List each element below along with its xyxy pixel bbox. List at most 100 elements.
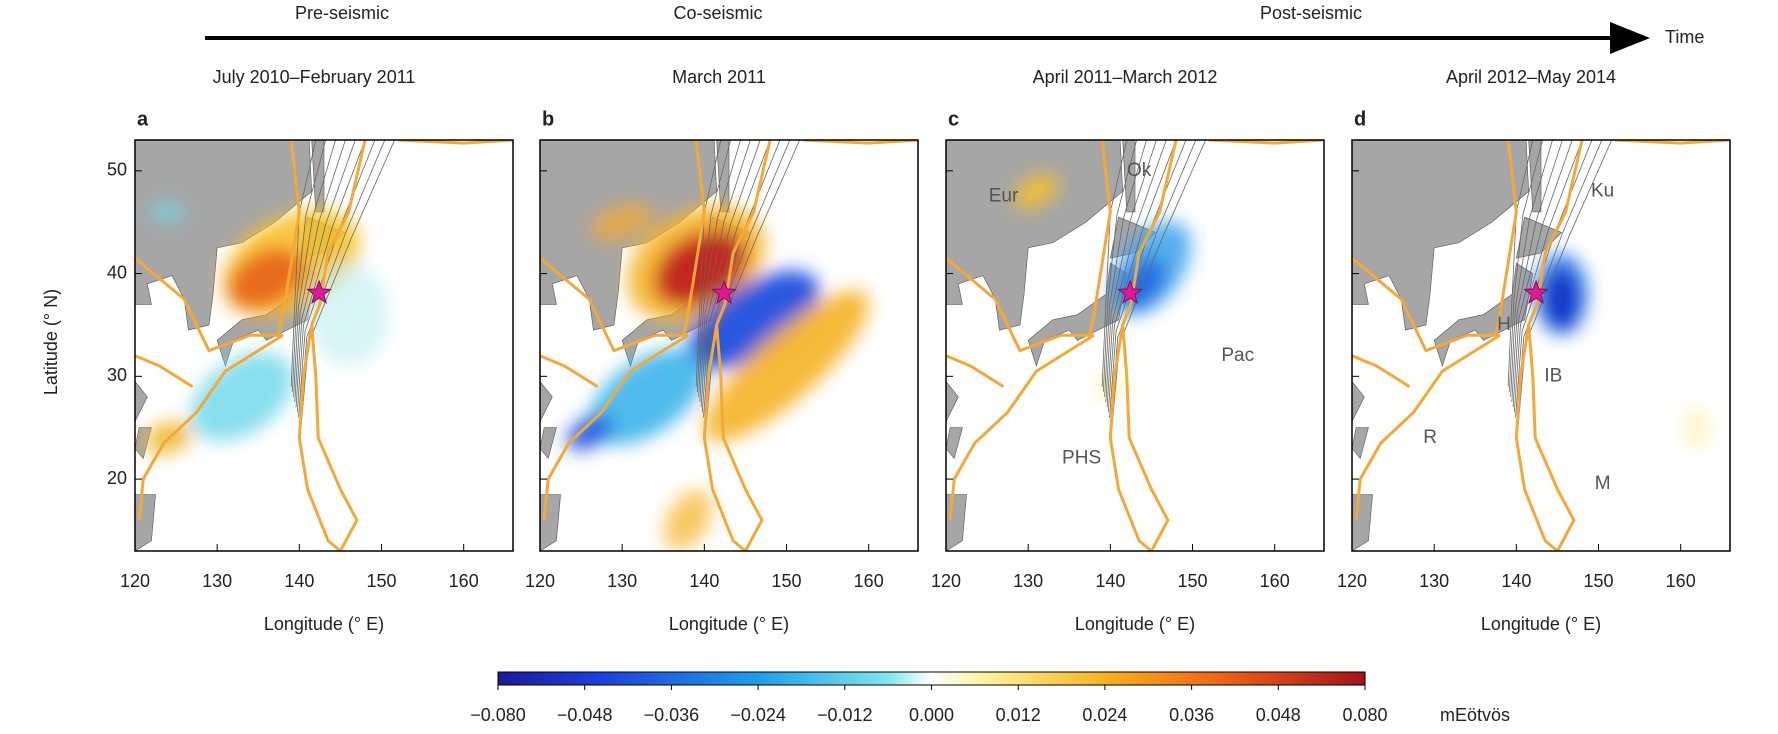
x-axis-label: Longitude (° E) xyxy=(264,614,384,634)
panel-letter: b xyxy=(542,108,554,130)
plate-boundary xyxy=(135,257,283,353)
plate-boundary xyxy=(137,333,284,521)
land xyxy=(946,140,1123,423)
x-tick-label: 120 xyxy=(931,571,961,591)
plate-boundary xyxy=(1208,140,1324,145)
phase-label: Co-seismic xyxy=(673,3,762,23)
anomaly-blob xyxy=(1013,173,1059,209)
x-tick-label: 150 xyxy=(366,571,396,591)
colorbar-unit: mEötvös xyxy=(1440,705,1510,725)
panel-period: March 2011 xyxy=(672,67,766,87)
place-label: Eur xyxy=(989,186,1019,207)
x-tick-label: 130 xyxy=(202,571,232,591)
plate-boundary xyxy=(1527,140,1584,551)
anomaly xyxy=(1535,253,1710,449)
plate-boundary xyxy=(540,257,688,353)
anomaly-blob xyxy=(663,489,713,551)
plate-boundary xyxy=(1354,333,1501,521)
x-tick-label: 130 xyxy=(1013,571,1043,591)
slab-contour xyxy=(699,140,751,403)
slab-contour xyxy=(293,140,336,397)
phase-label: Post-seismic xyxy=(1260,3,1362,23)
land xyxy=(1433,262,1534,368)
colorbar-tick-label: 0.024 xyxy=(1082,705,1127,725)
x-tick-label: 130 xyxy=(607,571,637,591)
plate-boundary xyxy=(397,140,513,145)
place-label: PHS xyxy=(1062,448,1101,469)
anomaly-blob xyxy=(688,270,820,369)
y-axis-label: Latitude (° N) xyxy=(41,289,61,395)
plate-boundary xyxy=(682,140,706,336)
land xyxy=(1352,140,1529,423)
colorbar-tick-label: −0.080 xyxy=(470,705,526,725)
slab-contour xyxy=(1102,140,1138,392)
colorbar-tick-label: 0.036 xyxy=(1169,705,1214,725)
slab-contour xyxy=(1508,140,1544,392)
x-axis-label: Longitude (° E) xyxy=(1481,614,1601,634)
plate-boundary xyxy=(702,324,747,551)
plate-boundary xyxy=(1494,140,1518,336)
place-label: Ku xyxy=(1591,180,1614,201)
slab-contour xyxy=(696,140,732,392)
place-label: IB xyxy=(1544,365,1562,386)
x-tick-label: 150 xyxy=(1177,571,1207,591)
slab-contour xyxy=(1107,140,1177,413)
place-label: M xyxy=(1595,473,1611,494)
colorbar-tick-label: 0.012 xyxy=(996,705,1041,725)
y-tick-label: 30 xyxy=(107,365,127,385)
panel-period: April 2012–May 2014 xyxy=(1446,67,1616,87)
colorbar-tick-label: −0.024 xyxy=(730,705,786,725)
slab-contour xyxy=(1512,140,1573,408)
x-tick-label: 140 xyxy=(689,571,719,591)
land xyxy=(1027,262,1128,368)
slab-contour xyxy=(1106,140,1167,408)
anomaly-blob xyxy=(190,352,294,442)
epicenter-star xyxy=(306,279,332,304)
slab-contour xyxy=(695,140,722,387)
plate-boundary xyxy=(297,324,342,551)
slab-contour xyxy=(703,140,781,418)
slab-contour xyxy=(1515,140,1593,418)
slab-contour xyxy=(701,140,771,413)
y-tick-label: 20 xyxy=(107,468,127,488)
y-tick-label: 40 xyxy=(107,262,127,282)
colorbar-tick-label: 0.048 xyxy=(1256,705,1301,725)
x-tick-label: 160 xyxy=(1666,571,1696,591)
panel-frame xyxy=(539,139,919,552)
colorbar-tick-label: 0.080 xyxy=(1342,705,1387,725)
colorbar xyxy=(497,671,1366,686)
panel-frame xyxy=(1351,139,1731,552)
plate-boundary xyxy=(946,354,1005,388)
slab-contour xyxy=(1101,140,1128,387)
plate-boundary xyxy=(310,140,367,551)
slab-contour xyxy=(1507,140,1534,387)
colorbar-tick-label: −0.012 xyxy=(817,705,873,725)
panel-frame xyxy=(945,139,1325,552)
land xyxy=(1352,427,1369,460)
land xyxy=(540,427,557,460)
anomaly-blob xyxy=(704,290,869,442)
panel-letter: a xyxy=(137,108,149,130)
slab-contour xyxy=(1513,140,1583,413)
panel-period: July 2010–February 2011 xyxy=(213,67,416,87)
slab-contour xyxy=(1511,140,1563,403)
phase-label: Pre-seismic xyxy=(295,3,389,23)
plate-boundary xyxy=(1514,324,1559,551)
slab-contour xyxy=(290,140,317,387)
slab-contour xyxy=(298,140,376,418)
anomaly xyxy=(566,203,869,551)
colorbar-tick-label: −0.036 xyxy=(644,705,700,725)
time-label: Time xyxy=(1665,27,1704,47)
plate-boundary xyxy=(948,333,1095,521)
plate-boundary xyxy=(1108,324,1153,551)
x-tick-label: 120 xyxy=(120,571,150,591)
y-tick-label: 50 xyxy=(107,160,127,180)
x-axis-label: Longitude (° E) xyxy=(669,614,789,634)
plate-boundary xyxy=(715,140,772,551)
map xyxy=(540,140,918,551)
plate-boundary xyxy=(1614,140,1730,145)
plate-boundary xyxy=(1121,140,1178,551)
colorbar-tick-label: −0.048 xyxy=(557,705,613,725)
x-tick-label: 140 xyxy=(284,571,314,591)
plate-boundary xyxy=(1352,354,1411,388)
